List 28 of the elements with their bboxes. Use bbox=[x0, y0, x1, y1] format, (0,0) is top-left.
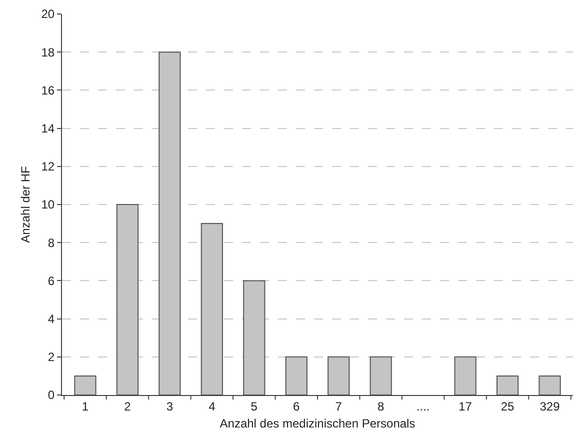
y-tick-label: 12 bbox=[41, 160, 55, 174]
y-tick-label: 10 bbox=[41, 198, 55, 212]
y-tick-label: 20 bbox=[41, 7, 55, 22]
x-tick-label: 3 bbox=[166, 399, 174, 414]
x-tick-label: 7 bbox=[335, 399, 342, 414]
y-tick-label: 8 bbox=[48, 236, 55, 250]
bar bbox=[74, 375, 96, 395]
y-tick-label: 2 bbox=[48, 350, 55, 364]
y-tick-label: 16 bbox=[41, 83, 55, 98]
x-tick-label: 8 bbox=[378, 399, 385, 414]
x-tick-label: 1 bbox=[82, 399, 89, 414]
x-tick-label: 6 bbox=[293, 399, 300, 414]
y-tick-label: 0 bbox=[48, 388, 55, 402]
y-tick-label: 14 bbox=[41, 122, 55, 136]
y-axis-title: Anzahl der HF bbox=[18, 166, 33, 243]
y-tick-label: 18 bbox=[41, 45, 55, 60]
x-tick-label: 2 bbox=[124, 399, 132, 414]
x-axis-title: Anzahl des medizinischen Personals bbox=[220, 416, 416, 430]
x-tick-label: .... bbox=[416, 399, 430, 414]
bar bbox=[538, 375, 561, 395]
x-tick-label: 4 bbox=[208, 399, 216, 414]
x-tick-label: 329 bbox=[540, 399, 560, 414]
y-tick-label: 6 bbox=[48, 274, 55, 288]
x-tick-label: 25 bbox=[500, 399, 515, 414]
x-tick-label: 5 bbox=[250, 399, 258, 414]
x-tick-label: 17 bbox=[458, 399, 472, 414]
bar bbox=[496, 375, 519, 395]
y-tick-label: 4 bbox=[48, 312, 55, 326]
